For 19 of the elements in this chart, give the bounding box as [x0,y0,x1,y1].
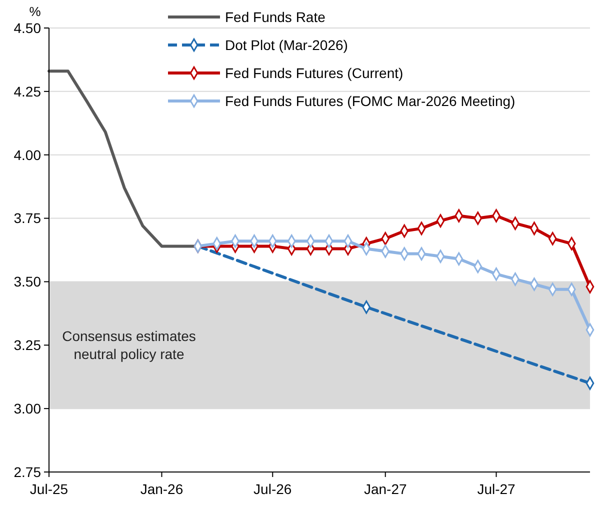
y-tick-label: 3.75 [14,210,42,226]
x-tick-label: Jul-25 [30,481,68,497]
y-tick-label: 3.00 [14,400,42,416]
x-tick-label: Jan-26 [140,481,184,497]
legend-label: Fed Funds Rate [225,8,326,25]
y-tick-label: 2.75 [14,464,42,480]
y-tick-label: 4.50 [14,20,42,36]
x-tick-label: Jul-27 [477,481,516,497]
y-tick-label: 4.25 [14,83,42,100]
x-tick-label: Jul-26 [254,481,292,497]
legend-label: Fed Funds Futures (Current) [225,64,404,81]
y-axis-title: % [29,4,42,19]
band-label: Consensus estimates neutral policy rate [62,328,196,362]
y-tick-label: 3.50 [14,274,42,290]
y-tick-label: 4.00 [14,146,42,163]
x-tick-label: Jan-27 [364,481,407,497]
legend-label: Dot Plot (Mar-2026) [225,36,348,53]
y-tick-label: 3.25 [14,337,42,354]
legend-label: Fed Funds Futures (FOMC Mar-2026 Meeting) [225,92,516,109]
